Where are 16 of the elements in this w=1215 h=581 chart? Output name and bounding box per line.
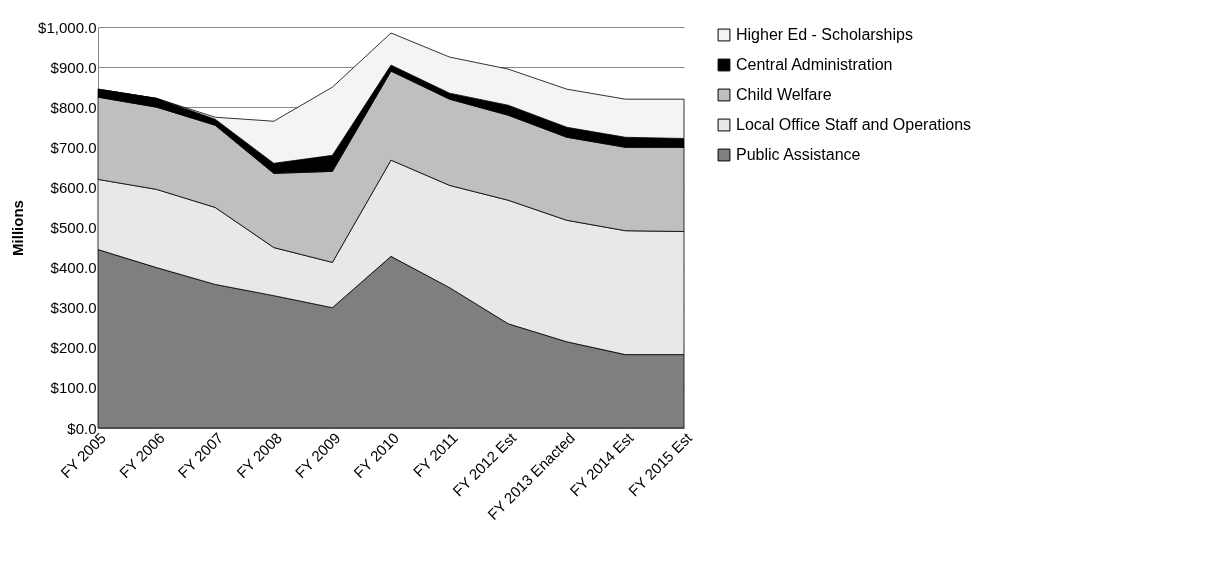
y-tick-label: $400.0 (50, 259, 97, 277)
legend-label: Local Office Staff and Operations (736, 116, 972, 133)
legend-label: Public Assistance (736, 146, 861, 163)
y-axis-title: Millions (9, 200, 27, 256)
y-tick-label: $800.0 (50, 98, 97, 116)
y-tick-label: $900.0 (50, 58, 97, 76)
y-tick-label: $700.0 (50, 138, 97, 156)
y-tick-label: $500.0 (50, 219, 97, 236)
legend-label: Central Administration (736, 56, 893, 73)
y-tick-label: $1,000.0 (38, 18, 97, 36)
y-tick-label: $300.0 (50, 299, 97, 317)
legend-label: Higher Ed - Scholarships (736, 26, 913, 43)
y-tick-label: $100.0 (50, 379, 97, 397)
legend-label: Child Welfare (736, 86, 832, 103)
y-tick-label: $600.0 (50, 178, 97, 196)
y-tick-label: $200.0 (50, 339, 97, 357)
